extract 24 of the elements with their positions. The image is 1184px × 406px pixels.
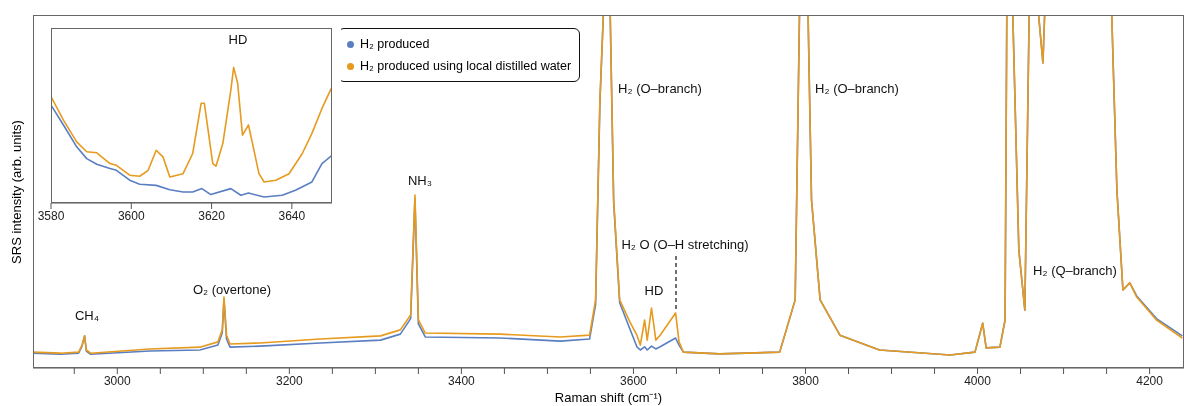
annotation: HD bbox=[228, 32, 248, 47]
annotation: CH₄ bbox=[74, 308, 100, 323]
annotation: H₂ (O–branch) bbox=[618, 81, 702, 96]
legend-label: H₂ produced using local distilled water bbox=[360, 58, 572, 75]
x-tick-label: 3200 bbox=[276, 373, 304, 388]
annotation: H₂ O (O–H stretching) bbox=[621, 237, 749, 252]
x-tick-label: 3600 bbox=[117, 208, 145, 223]
x-tick-label: 3000 bbox=[103, 373, 131, 388]
legend-label: H₂ produced bbox=[360, 36, 430, 53]
annotation: NH₃ bbox=[407, 173, 433, 188]
x-tick-label: 4200 bbox=[1136, 373, 1164, 388]
x-tick-label: 3800 bbox=[792, 373, 820, 388]
y-axis-title: SRS intensity (arb. units) bbox=[8, 119, 24, 264]
x-tick-label: 3620 bbox=[198, 208, 226, 223]
x-tick-label: 3600 bbox=[620, 373, 648, 388]
annotation: O₂ (overtone) bbox=[192, 282, 272, 297]
x-axis-title: Raman shift (cm⁻¹) bbox=[554, 389, 663, 406]
annotation: H₂ (Q–branch) bbox=[1033, 263, 1117, 278]
annotation: H₂ (O–branch) bbox=[815, 81, 899, 96]
x-tick-label: 3400 bbox=[448, 373, 476, 388]
x-tick-label: 3640 bbox=[278, 208, 306, 223]
x-tick-label: 4000 bbox=[964, 373, 992, 388]
x-tick-label: 3580 bbox=[37, 208, 65, 223]
annotation: HD bbox=[644, 283, 664, 298]
